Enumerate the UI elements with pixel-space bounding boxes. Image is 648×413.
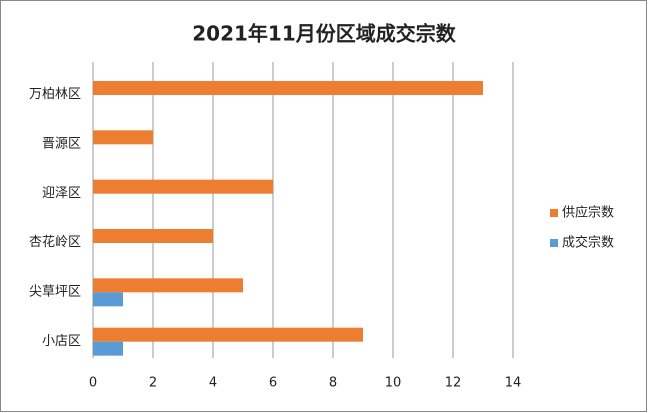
x-tick-label: 8 bbox=[329, 376, 337, 391]
y-tick-label: 万柏林区 bbox=[29, 87, 81, 102]
legend-swatch bbox=[550, 209, 558, 217]
bar bbox=[93, 327, 363, 342]
y-tick-label: 小店区 bbox=[42, 334, 81, 349]
y-tick-label: 尖草坪区 bbox=[29, 285, 81, 300]
y-tick-label: 晋源区 bbox=[42, 137, 81, 152]
legend-label: 成交宗数 bbox=[562, 235, 614, 251]
x-tick-label: 0 bbox=[89, 376, 97, 391]
chart-title: 2021年11月份区域成交宗数 bbox=[192, 22, 456, 46]
bar bbox=[93, 278, 243, 293]
x-tick-label: 4 bbox=[209, 376, 217, 391]
x-tick-label: 2 bbox=[149, 376, 157, 391]
bar bbox=[93, 81, 483, 95]
x-tick-label: 6 bbox=[269, 376, 277, 391]
x-tick-label: 12 bbox=[445, 376, 462, 391]
y-tick-label: 迎泽区 bbox=[42, 186, 81, 201]
bar bbox=[93, 179, 273, 194]
x-tick-label: 14 bbox=[505, 376, 522, 391]
bar bbox=[93, 130, 153, 145]
bar bbox=[93, 229, 213, 243]
bar bbox=[93, 341, 123, 356]
legend-label: 供应宗数 bbox=[562, 205, 614, 221]
y-tick-label: 杏花岭区 bbox=[29, 234, 81, 250]
bar bbox=[93, 292, 123, 307]
legend-swatch bbox=[550, 239, 558, 247]
x-tick-label: 10 bbox=[385, 376, 402, 391]
